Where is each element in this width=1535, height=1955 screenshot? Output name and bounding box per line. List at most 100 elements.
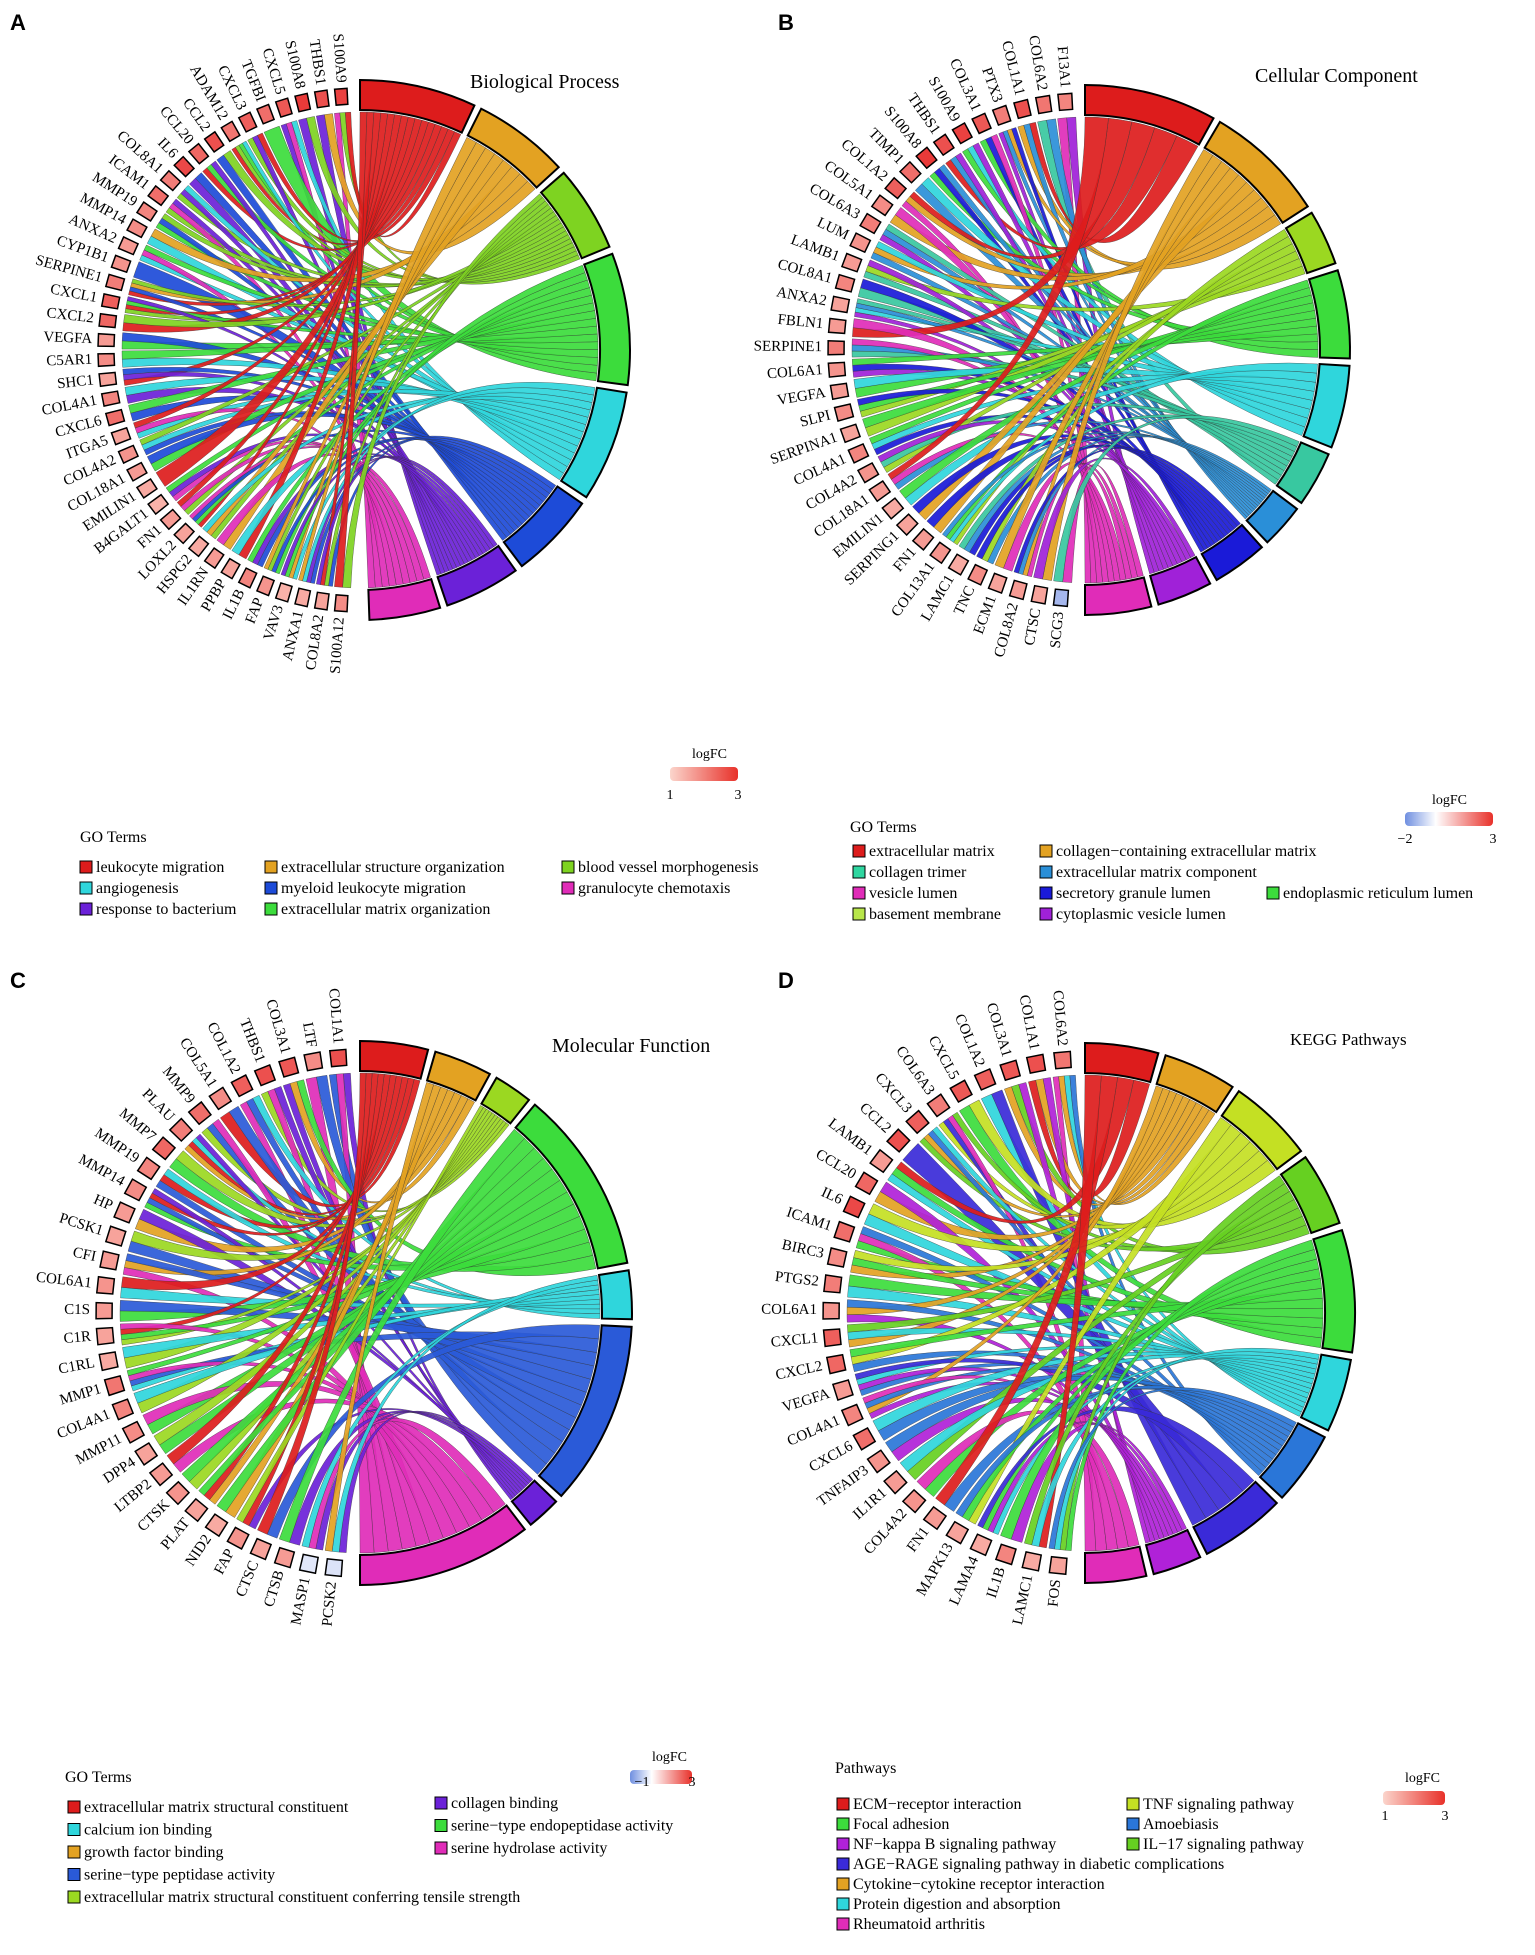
term-arc-d-1	[1155, 1054, 1235, 1114]
gene-box-d-19	[852, 1427, 877, 1451]
gene-box-b-25	[881, 497, 905, 520]
chord-b-78	[942, 431, 1267, 538]
legend-d-right-0-label: TNF signaling pathway	[1143, 1796, 1294, 1813]
chord-a-49	[123, 215, 559, 328]
legend-b-1-label: collagen−containing extracellular matrix	[1056, 843, 1316, 860]
chord-a-63	[133, 115, 409, 429]
chord-d-61	[924, 1278, 1322, 1497]
gene-label-a-19: VEGFA	[43, 329, 93, 347]
legend-c-right-0-swatch	[434, 1796, 448, 1810]
chord-a-43	[131, 222, 564, 307]
gene-box-b-17	[827, 340, 845, 356]
gene-box-a-31	[187, 535, 210, 558]
legend-c-right-2-swatch	[434, 1841, 448, 1855]
chord-c-61	[189, 1106, 487, 1490]
logfc-title-c: logFC	[652, 1750, 687, 1765]
gene-box-d-11	[833, 1220, 856, 1243]
gene-label-c-18: MMP1	[58, 1381, 103, 1408]
chord-b-76	[949, 362, 1318, 543]
gene-box-b-33	[1030, 584, 1049, 605]
chord-c-35	[130, 1116, 502, 1261]
logfc-scale-c: logFC −1 3	[630, 1750, 696, 1790]
gene-box-c-14	[95, 1275, 116, 1295]
term-arc-d-2	[1220, 1089, 1303, 1171]
gene-box-a-7	[203, 130, 225, 153]
gene-label-a-1: THBS1	[306, 38, 329, 86]
legend-d-left-1-label: Focal adhesion	[853, 1816, 949, 1833]
chord-b-13	[990, 134, 1097, 584]
gene-label-b-1: COL6A2	[1025, 34, 1050, 92]
gene-label-b-27: FN1	[890, 544, 919, 575]
legend-a-3-swatch	[79, 881, 93, 895]
chord-a-89	[247, 279, 590, 563]
gene-box-a-22	[100, 390, 121, 407]
term-arc-d-0	[1084, 1041, 1160, 1084]
legend-b-6-label: endoplasmic reticulum lumen	[1283, 885, 1473, 902]
gene-label-c-15: C1S	[64, 1302, 90, 1318]
panel-molecular-function: C COL1A1LTFCOL3A1THBS1COL1A2COL5A1MMP9PL…	[10, 968, 710, 1906]
chord-c-22	[195, 1133, 521, 1495]
gene-box-d-23	[922, 1505, 948, 1531]
legend-a: GO Terms leukocyte migration extracellula…	[79, 829, 758, 918]
gene-box-c-10	[123, 1178, 148, 1202]
gene-label-c-3: THBS1	[236, 1016, 268, 1065]
gene-box-a-3	[274, 97, 293, 119]
gene-boxes-a: S100A9THBS1S100A8CXCL5TGFBICXCL3ADAM12CC…	[34, 33, 349, 674]
gene-box-b-31	[987, 572, 1008, 595]
gene-box-a-8	[187, 142, 210, 165]
gene-box-d-12	[826, 1247, 848, 1268]
term-arc-a-0	[359, 78, 476, 134]
chord-a-38	[143, 244, 599, 350]
gene-label-c-29: MASP1	[288, 1576, 313, 1627]
gene-box-a-38	[313, 591, 330, 611]
chord-a-96	[284, 264, 586, 578]
panel-cellular-component: B F13A1COL6A2COL1A1PTX3COL3A1S100A9THBS1…	[754, 10, 1497, 923]
gene-box-a-10	[159, 169, 182, 192]
term-arc-b-0	[1084, 83, 1215, 146]
chord-b-82	[987, 434, 1271, 565]
legend-d-left-2-label: NF−kappa B signaling pathway	[853, 1836, 1056, 1853]
legend-c-left-1-swatch	[67, 1823, 81, 1836]
chord-b-59	[862, 302, 1315, 429]
legend-items-a: leukocyte migration extracellular structu…	[79, 859, 758, 918]
gene-label-c-26: FAP	[211, 1546, 238, 1577]
gene-box-c-7	[168, 1117, 194, 1143]
legend-b-2-swatch	[852, 865, 866, 879]
legend-c-right-2-label: serine hydrolase activity	[451, 1840, 607, 1857]
term-arc-b-2	[1284, 211, 1337, 275]
gene-box-d-21	[883, 1469, 908, 1495]
term-arc-b-4	[1302, 363, 1351, 449]
gene-label-b-0: F13A1	[1054, 46, 1073, 89]
gene-box-a-4	[255, 103, 276, 125]
gene-label-c-14: COL6A1	[35, 1270, 92, 1292]
chord-c-78	[338, 1410, 534, 1553]
chord-d-45	[850, 1124, 1241, 1365]
gene-box-a-28	[147, 493, 170, 516]
legend-c-left-4-swatch	[67, 1890, 81, 1904]
gene-box-a-39	[333, 594, 349, 613]
gene-box-c-13	[99, 1250, 120, 1271]
chord-d-33	[850, 1093, 1184, 1279]
chord-a-48	[122, 118, 422, 333]
gene-label-d-16: CXCL2	[774, 1358, 824, 1383]
term-arc-c-3	[514, 1103, 629, 1270]
gene-box-b-24	[868, 480, 892, 503]
gene-box-c-20	[121, 1420, 146, 1444]
gene-box-c-5	[208, 1086, 233, 1111]
chord-b-60	[874, 414, 1225, 540]
gene-box-d-3	[973, 1067, 997, 1091]
logfc-gradient-a	[670, 767, 738, 781]
chord-c-45	[120, 1074, 391, 1335]
legend-a-7-label: extracellular matrix organization	[281, 901, 490, 918]
legend-b-0-swatch	[852, 844, 866, 858]
chord-a-100	[302, 382, 596, 583]
chord-d-79	[1054, 1348, 1320, 1550]
chord-d-29	[868, 1141, 1260, 1252]
gene-box-a-6	[220, 120, 241, 143]
gene-box-b-0	[1057, 92, 1074, 112]
gene-label-b-18: COL6A1	[766, 362, 823, 382]
chord-c-40	[121, 1074, 397, 1290]
chord-d-67	[955, 1385, 1295, 1518]
legend-b-3-swatch	[1039, 865, 1053, 879]
gene-label-d-2: COL3A1	[983, 1001, 1015, 1059]
